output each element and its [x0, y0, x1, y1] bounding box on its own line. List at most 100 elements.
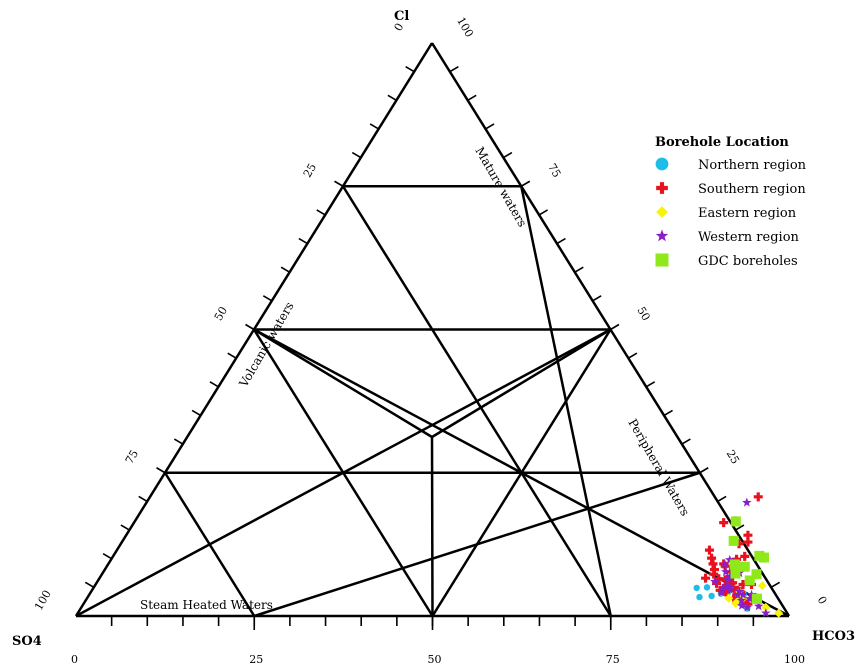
data-point-western-region [734, 586, 745, 596]
data-point-southern-region [719, 518, 729, 528]
legend-label-gdc-boreholes: GDC boreholes [698, 254, 798, 269]
tick-label-left: 75 [123, 448, 141, 467]
data-point-southern-region [715, 585, 725, 595]
data-points [693, 492, 784, 618]
tick-right [520, 180, 531, 187]
data-point-southern-region [729, 593, 739, 603]
tick-left [227, 352, 237, 359]
data-point-gdc-boreholes [739, 561, 750, 572]
tick-left [298, 237, 308, 245]
data-point-northern-region [696, 593, 703, 601]
legend: Borehole Location Northern region Souther… [655, 135, 807, 269]
tick-right [681, 438, 691, 445]
data-point-northern-region [708, 592, 715, 600]
tick-left [120, 524, 130, 531]
data-point-gdc-boreholes [730, 516, 741, 527]
tick-label-left: 25 [301, 161, 319, 180]
data-point-gdc-boreholes [730, 568, 741, 579]
data-point-western-region [725, 554, 735, 564]
tick-right [467, 94, 477, 101]
data-point-southern-region [709, 565, 719, 575]
data-point-southern-region [734, 539, 744, 549]
data-point-southern-region [720, 575, 730, 585]
tick-label-right: 100 [454, 15, 476, 40]
data-point-western-region [746, 589, 757, 599]
median-from-so4 [75, 328, 612, 618]
tick-left [138, 495, 148, 503]
data-point-gdc-boreholes [744, 575, 755, 586]
region-label-steam-heated-waters: Steam Heated Waters [140, 598, 273, 612]
tick-label-right: 25 [724, 448, 742, 467]
data-point-southern-region [708, 559, 718, 569]
tick-label-bottom: 100 [784, 653, 805, 666]
legend-marker-eastern-region [656, 206, 668, 218]
data-point-gdc-boreholes [751, 593, 762, 604]
legend-title: Borehole Location [655, 135, 789, 150]
region-boundary-bottom [430, 436, 434, 617]
tick-label-bottom: 25 [249, 653, 263, 666]
tick-right [717, 495, 727, 503]
data-point-western-region [732, 590, 743, 600]
tick-right [449, 65, 459, 73]
data-point-southern-region [701, 573, 711, 583]
tick-left [84, 581, 95, 589]
data-point-southern-region [743, 530, 753, 540]
tick-left [405, 65, 415, 73]
data-point-eastern-region [731, 598, 741, 608]
data-point-western-region [722, 574, 733, 584]
tick-left [156, 467, 166, 474]
ternary-grid [74, 42, 791, 618]
data-point-western-region [721, 566, 731, 576]
legend-label-eastern-region: Eastern region [698, 206, 797, 221]
data-point-southern-region [709, 569, 719, 579]
data-point-western-region [725, 584, 735, 594]
data-point-western-region [720, 559, 730, 569]
data-point-southern-region [707, 553, 717, 563]
data-point-eastern-region [761, 602, 771, 612]
data-point-northern-region [703, 584, 711, 591]
data-point-western-region [736, 595, 747, 605]
tick-left [191, 409, 202, 417]
data-point-southern-region [714, 574, 724, 584]
data-point-southern-region [743, 537, 753, 547]
data-point-northern-region [693, 584, 700, 592]
region-boundary-right [431, 328, 612, 439]
tick-right [485, 123, 495, 130]
data-point-southern-region [738, 579, 748, 589]
tick-right [502, 151, 513, 159]
tick-right [663, 409, 673, 417]
region-boundary-left [253, 328, 433, 439]
data-point-western-region [737, 600, 747, 610]
tick-left [316, 209, 326, 216]
tick-right [538, 209, 549, 216]
data-point-western-region [753, 601, 764, 611]
data-point-western-region [721, 581, 731, 591]
tick-right [592, 295, 602, 302]
tick-label-right: 0 [815, 594, 830, 607]
tick-left [351, 151, 362, 159]
tick-label-right: 50 [634, 304, 652, 323]
region-label-peripheral-waters: Peripheral Waters [625, 417, 692, 519]
data-point-western-region [761, 608, 771, 618]
tick-left [334, 180, 344, 187]
legend-label-western-region: Western region [698, 230, 800, 245]
axis-ticks [84, 65, 781, 630]
data-point-western-region [725, 571, 735, 581]
data-point-western-region [716, 587, 727, 597]
vertex-label-hco3: HCO3 [812, 629, 855, 644]
legend-marker-northern-region [655, 157, 669, 171]
data-point-gdc-boreholes [728, 535, 739, 546]
tick-right [699, 467, 709, 474]
tick-right [610, 323, 620, 331]
legend-marker-western-region [655, 229, 669, 242]
tick-left [262, 295, 273, 302]
data-point-southern-region [732, 554, 742, 564]
tick-left [209, 381, 219, 388]
data-point-eastern-region [757, 581, 767, 591]
data-point-western-region [738, 589, 748, 599]
tick-left [280, 266, 291, 273]
data-point-western-region [745, 593, 755, 603]
tick-left [173, 438, 184, 445]
data-point-eastern-region [774, 608, 784, 618]
data-point-southern-region [753, 492, 763, 502]
